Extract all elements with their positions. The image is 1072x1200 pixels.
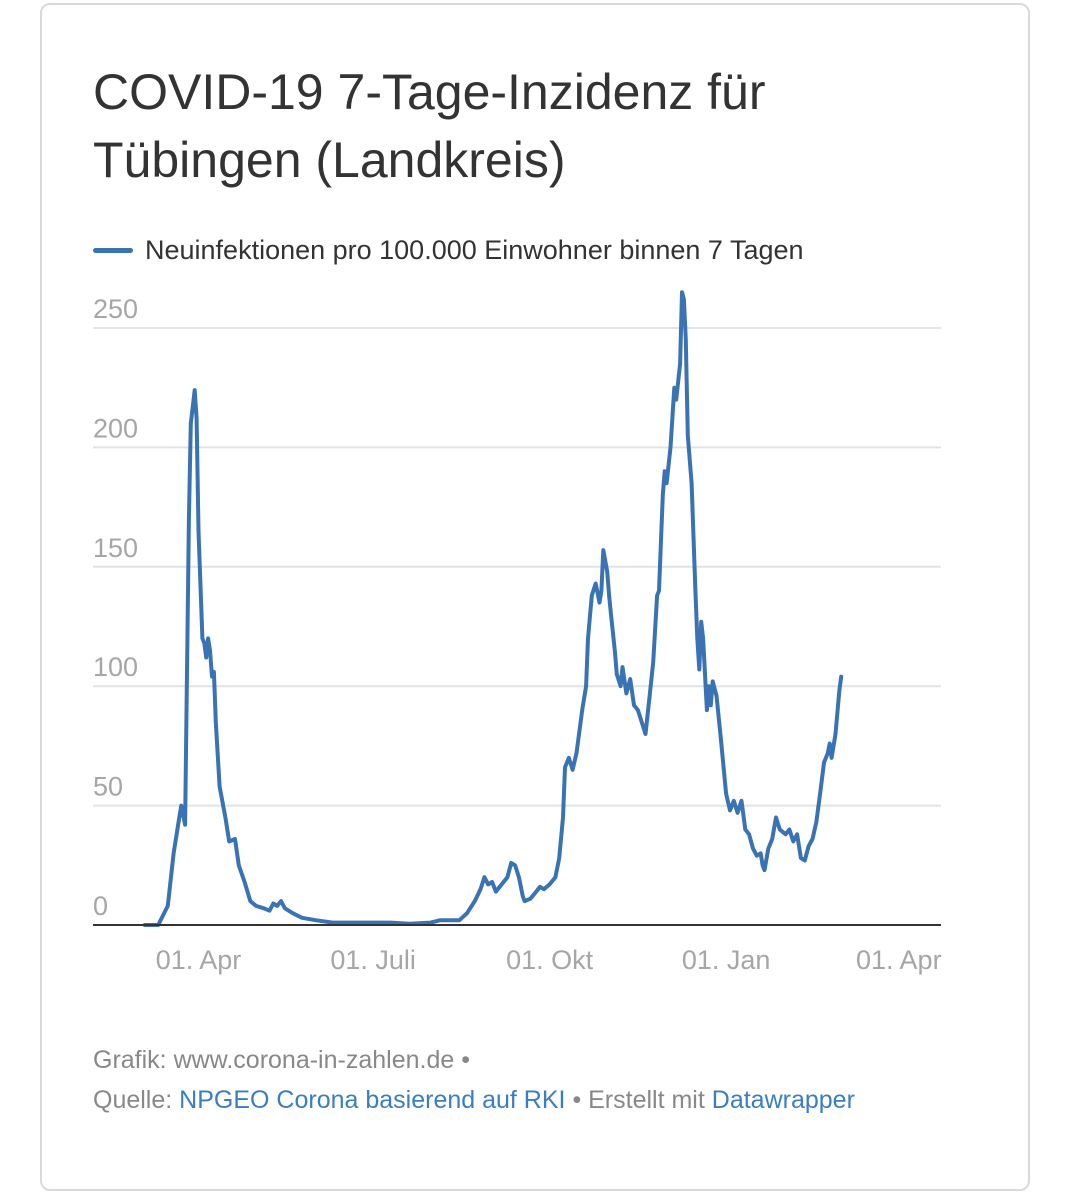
legend: Neuinfektionen pro 100.000 Einwohner bin…	[93, 232, 804, 268]
x-tick-label: 01. Apr	[156, 945, 242, 975]
series-layer	[142, 290, 844, 927]
chart-card	[40, 3, 1030, 1191]
datawrapper-link[interactable]: Datawrapper	[711, 1086, 855, 1114]
y-tick-label: 250	[93, 294, 138, 324]
gridlines	[93, 327, 941, 807]
footer-credit: Grafik: www.corona-in-zahlen.de •	[93, 1046, 470, 1074]
y-tick-label: 100	[93, 652, 138, 682]
footer-source-line: Quelle: NPGEO Corona basierend auf RKI •…	[93, 1080, 855, 1120]
y-tick-label: 200	[93, 413, 138, 443]
legend-label: Neuinfektionen pro 100.000 Einwohner bin…	[145, 234, 804, 265]
x-tick-label: 01. Okt	[506, 945, 594, 975]
source-prefix: Quelle:	[93, 1086, 173, 1114]
chart-footer: Grafik: www.corona-in-zahlen.de • Quelle…	[93, 1040, 855, 1120]
y-tick-label: 150	[93, 533, 138, 563]
x-tick-label: 01. Apr	[856, 945, 942, 975]
source-link[interactable]: NPGEO Corona basierend auf RKI	[179, 1086, 566, 1114]
x-tick-label: 01. Jan	[682, 945, 771, 975]
y-tick-labels: 0 50 100 150 200 250	[93, 294, 138, 921]
series-line	[142, 290, 844, 927]
chart-title: COVID-19 7-Tage-Inzidenz für Tübingen (L…	[93, 64, 766, 188]
made-with-text: • Erstellt mit	[572, 1086, 705, 1114]
y-tick-label: 0	[93, 891, 108, 921]
legend-swatch	[93, 247, 133, 253]
x-tick-labels: 01. Apr 01. Juli 01. Okt 01. Jan 01. Apr	[156, 945, 942, 975]
x-tick-label: 01. Juli	[330, 945, 416, 975]
y-tick-label: 50	[93, 772, 123, 802]
